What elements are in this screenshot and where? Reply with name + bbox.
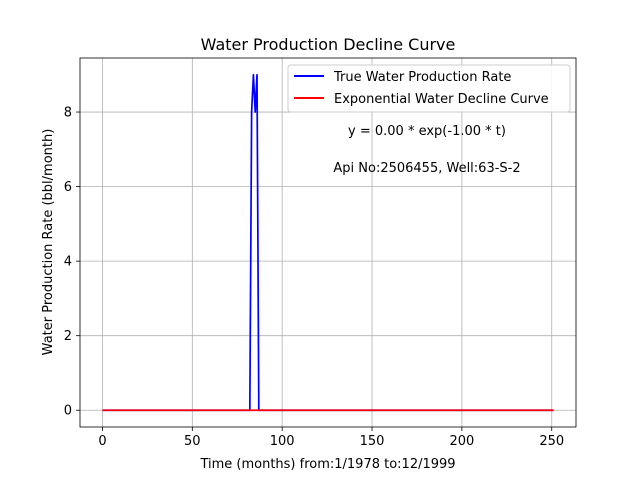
x-tick-label: 200 [449,434,474,449]
y-tick-label: 8 [64,106,72,121]
x-tick-label: 150 [360,434,385,449]
y-tick-label: 0 [64,404,72,419]
chart-title: Water Production Decline Curve [201,35,456,54]
x-tick-label: 250 [539,434,564,449]
y-tick-label: 6 [64,180,72,195]
plot-frame [79,57,577,428]
x-axis-label: Time (months) from:1/1978 to:12/1999 [199,457,455,472]
equation-annotation: y = 0.00 * exp(-1.00 * t) [348,124,506,139]
legend-box [287,64,571,113]
legend-label-decline-curve: Exponential Water Decline Curve [334,92,549,107]
x-tick-label: 50 [184,434,201,449]
y-tick-label: 2 [64,329,72,344]
legend: True Water Production Rate Exponential W… [287,64,571,113]
well-annotation: Api No:2506455, Well:63-S-2 [333,161,520,176]
y-tick-label: 4 [64,255,72,270]
x-tick-label: 0 [98,434,106,449]
axis-ticks: 0 50 100 150 200 250 0 2 4 6 8 [64,106,564,449]
y-axis-label: Water Production Rate (bbl/month) [41,129,56,356]
plot-series [102,73,554,412]
legend-label-true-rate: True Water Production Rate [333,70,511,85]
x-tick-label: 100 [270,434,295,449]
